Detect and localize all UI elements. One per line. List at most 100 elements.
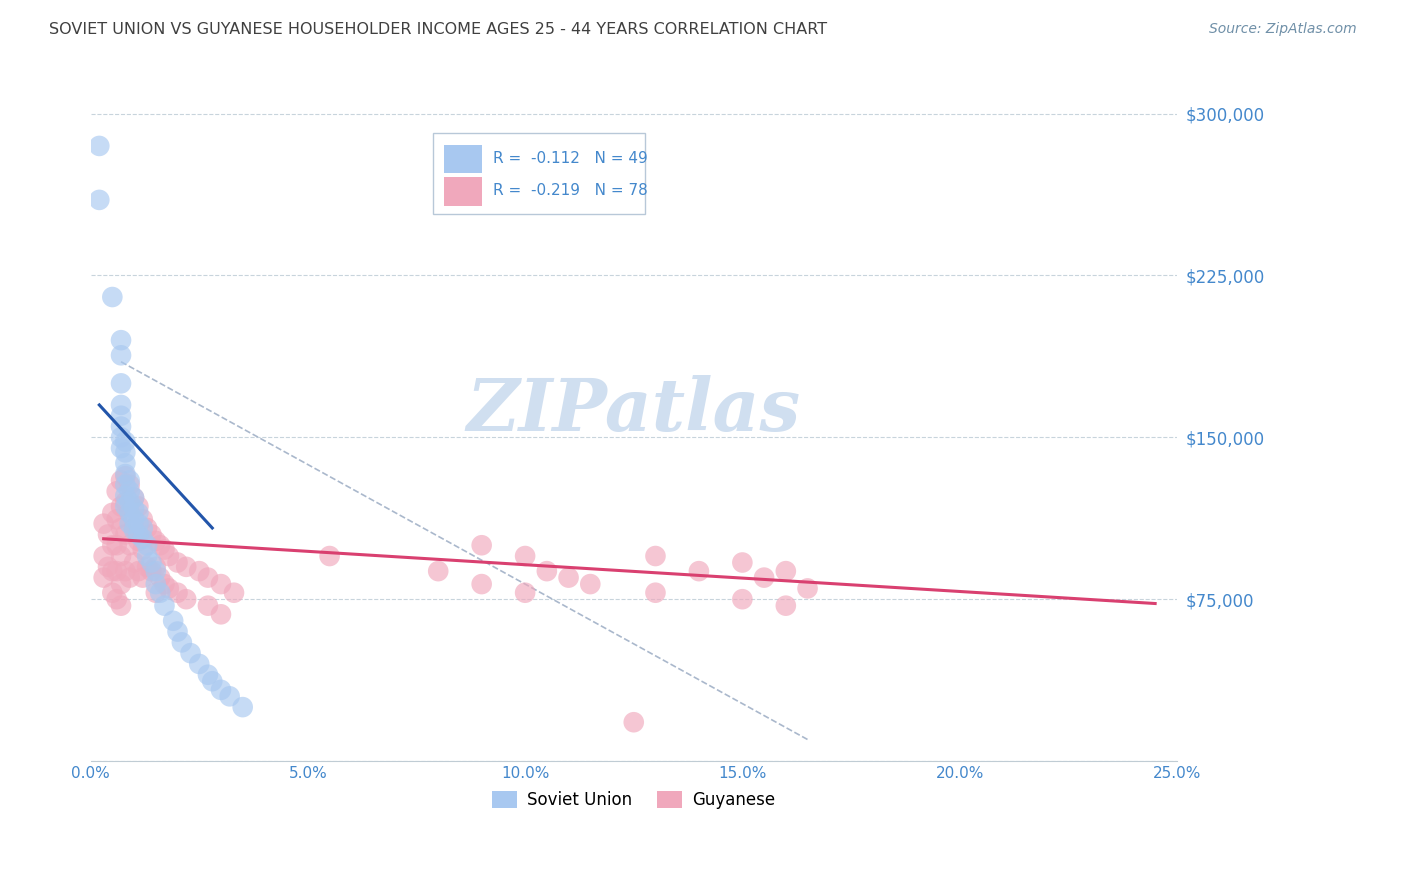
Point bbox=[114, 495, 136, 509]
Point bbox=[149, 585, 172, 599]
Point bbox=[136, 521, 159, 535]
Point bbox=[110, 441, 132, 455]
Point bbox=[114, 434, 136, 449]
Point bbox=[110, 419, 132, 434]
Point bbox=[145, 559, 167, 574]
Point bbox=[118, 506, 141, 520]
Point bbox=[105, 538, 128, 552]
Point bbox=[89, 139, 111, 153]
Point bbox=[110, 500, 132, 514]
Point bbox=[110, 549, 132, 563]
Point bbox=[557, 571, 579, 585]
Point bbox=[136, 549, 159, 563]
Point bbox=[110, 430, 132, 444]
Point bbox=[110, 398, 132, 412]
Point bbox=[170, 635, 193, 649]
Point bbox=[101, 585, 124, 599]
Point bbox=[101, 290, 124, 304]
Point bbox=[222, 585, 245, 599]
Point bbox=[127, 564, 149, 578]
Text: Source: ZipAtlas.com: Source: ZipAtlas.com bbox=[1209, 22, 1357, 37]
Point bbox=[188, 564, 211, 578]
Point bbox=[132, 521, 155, 535]
Point bbox=[471, 538, 494, 552]
Point bbox=[110, 474, 132, 488]
Point bbox=[93, 549, 115, 563]
Point bbox=[122, 523, 145, 537]
Point bbox=[166, 585, 188, 599]
Point bbox=[579, 577, 602, 591]
Point bbox=[166, 624, 188, 639]
Point bbox=[153, 577, 176, 591]
Point bbox=[536, 564, 558, 578]
Point bbox=[118, 484, 141, 499]
Point bbox=[97, 527, 120, 541]
Legend: Soviet Union, Guyanese: Soviet Union, Guyanese bbox=[485, 784, 782, 816]
Point bbox=[174, 559, 197, 574]
FancyBboxPatch shape bbox=[433, 133, 644, 214]
Point bbox=[197, 571, 219, 585]
Point bbox=[513, 585, 536, 599]
Point bbox=[118, 478, 141, 492]
Point bbox=[105, 512, 128, 526]
Point bbox=[153, 542, 176, 557]
Point bbox=[127, 506, 149, 520]
Point bbox=[132, 542, 155, 557]
Point bbox=[775, 564, 797, 578]
Point bbox=[197, 599, 219, 613]
Point bbox=[688, 564, 710, 578]
Point bbox=[731, 592, 754, 607]
Point bbox=[141, 527, 163, 541]
Point bbox=[136, 538, 159, 552]
Point bbox=[122, 491, 145, 505]
Point bbox=[136, 559, 159, 574]
Point bbox=[122, 491, 145, 505]
Point bbox=[105, 484, 128, 499]
Point bbox=[110, 376, 132, 391]
Point bbox=[110, 599, 132, 613]
Point bbox=[93, 516, 115, 531]
Point bbox=[149, 571, 172, 585]
Point bbox=[118, 538, 141, 552]
Point bbox=[145, 577, 167, 591]
Point bbox=[427, 564, 450, 578]
Point bbox=[122, 512, 145, 526]
Point bbox=[201, 674, 224, 689]
Point bbox=[118, 571, 141, 585]
Point bbox=[118, 495, 141, 509]
Text: R =  -0.219   N = 78: R = -0.219 N = 78 bbox=[492, 183, 647, 198]
Point bbox=[197, 667, 219, 681]
Point bbox=[110, 577, 132, 591]
Point bbox=[118, 516, 141, 531]
Point bbox=[118, 474, 141, 488]
Point bbox=[114, 478, 136, 492]
Point bbox=[145, 564, 167, 578]
Point bbox=[623, 715, 645, 730]
Point bbox=[93, 571, 115, 585]
Point bbox=[188, 657, 211, 671]
Point bbox=[180, 646, 202, 660]
Point bbox=[157, 549, 180, 563]
Point bbox=[157, 582, 180, 596]
Point bbox=[110, 348, 132, 362]
Point bbox=[110, 409, 132, 423]
Point bbox=[145, 533, 167, 548]
Point bbox=[127, 516, 149, 531]
Point bbox=[114, 445, 136, 459]
Point bbox=[513, 549, 536, 563]
Point bbox=[118, 506, 141, 520]
FancyBboxPatch shape bbox=[444, 145, 482, 173]
Point bbox=[110, 333, 132, 347]
Point bbox=[127, 500, 149, 514]
Point bbox=[105, 564, 128, 578]
Point bbox=[101, 564, 124, 578]
Point bbox=[209, 577, 232, 591]
Point bbox=[122, 501, 145, 516]
Point bbox=[752, 571, 775, 585]
Point bbox=[127, 533, 149, 548]
Point bbox=[97, 559, 120, 574]
Point bbox=[218, 690, 240, 704]
Point bbox=[114, 467, 136, 481]
Point bbox=[101, 538, 124, 552]
Point bbox=[174, 592, 197, 607]
